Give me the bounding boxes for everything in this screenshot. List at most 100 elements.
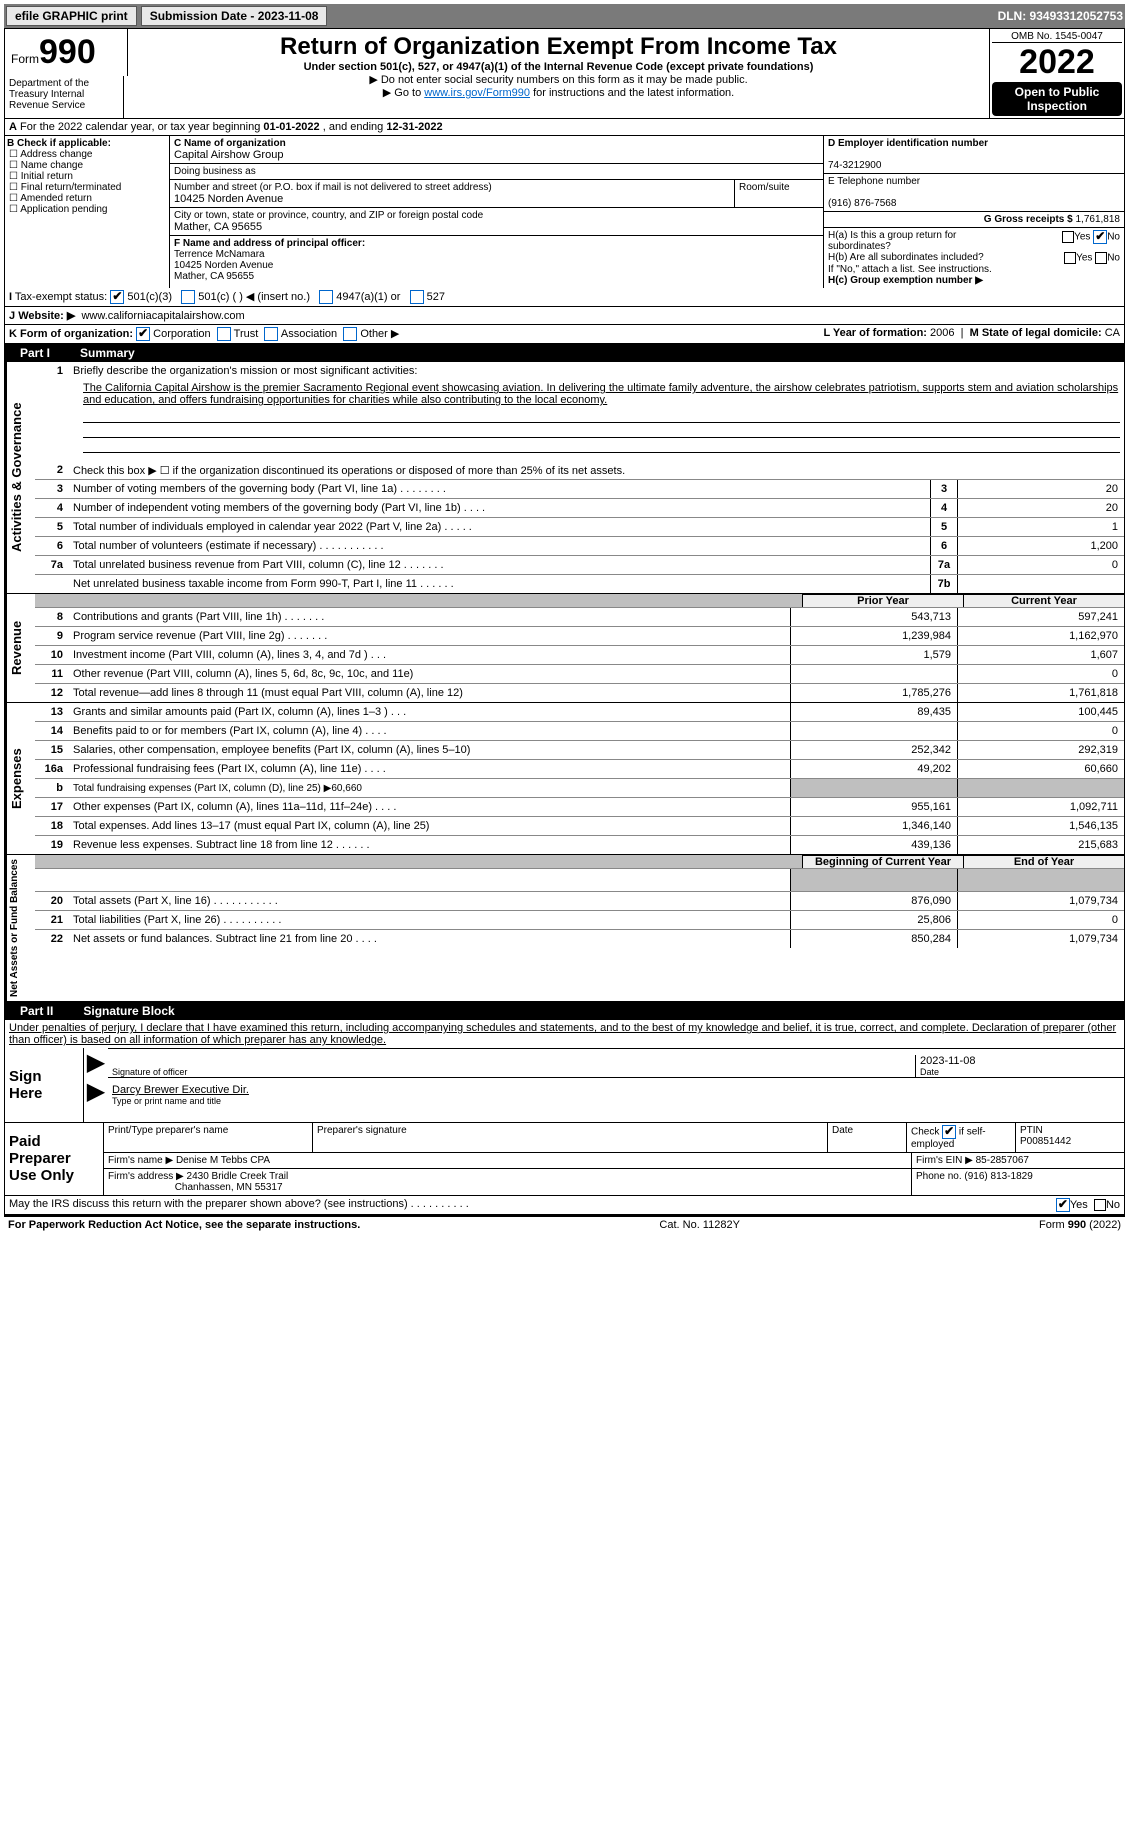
state-domicile: CA (1105, 327, 1120, 339)
chk-other[interactable] (343, 327, 357, 341)
chk-initial-return[interactable]: ☐ Initial return (7, 171, 167, 182)
group-return-box: H(a) Is this a group return for subordin… (824, 228, 1124, 288)
col-right: D Employer identification number 74-3212… (823, 136, 1124, 288)
form-subtitle: Under section 501(c), 527, or 4947(a)(1)… (132, 61, 985, 73)
net-assets-group: Net Assets or Fund Balances Beginning of… (4, 855, 1125, 1002)
paperwork-notice: For Paperwork Reduction Act Notice, see … (8, 1219, 360, 1231)
form-org-row: K Form of organization: Corporation Trus… (4, 325, 1125, 344)
omb-label: OMB No. 1545-0047 (992, 31, 1122, 43)
activities-governance-group: Activities & Governance 1Briefly describ… (4, 362, 1125, 594)
chk-address-change[interactable]: ☐ Address change (7, 149, 167, 160)
col-b-checkboxes: B Check if applicable: ☐ Address change … (5, 136, 170, 288)
tax-year: 2022 (992, 43, 1122, 82)
org-name: Capital Airshow Group (174, 149, 283, 161)
chk-name-change[interactable]: ☐ Name change (7, 160, 167, 171)
gross-receipts-value: 1,761,818 (1076, 214, 1121, 225)
firm-addr-1: 2430 Bridle Creek Trail (187, 1171, 289, 1182)
vlabel-expenses: Expenses (5, 703, 35, 854)
chk-trust[interactable] (217, 327, 231, 341)
irs-link[interactable]: www.irs.gov/Form990 (424, 87, 530, 99)
dba-box: Doing business as (170, 164, 823, 180)
form-header: Form990 Department of the Treasury Inter… (4, 28, 1125, 119)
blank-line (83, 408, 1120, 423)
phone-box: E Telephone number (916) 876-7568 (824, 174, 1124, 212)
submission-date-badge: Submission Date - 2023-11-08 (141, 6, 328, 26)
chk-self-employed[interactable] (942, 1125, 956, 1139)
tax-exempt-status-row: I Tax-exempt status: 501(c)(3) 501(c) ( … (4, 288, 1125, 307)
dept-box: Department of the Treasury Internal Reve… (5, 76, 124, 118)
v7b (958, 575, 1124, 593)
sig-date: 2023-11-08 (920, 1055, 975, 1067)
ha-yes-checkbox[interactable] (1062, 231, 1074, 243)
preparer-phone: (916) 813-1829 (964, 1171, 1032, 1182)
mission-text: The California Capital Airshow is the pr… (35, 380, 1124, 408)
ptin-value: P00851442 (1020, 1136, 1071, 1147)
form-number-box: Form990 (5, 29, 128, 76)
open-to-public: Open to Public Inspection (992, 82, 1122, 116)
perjury-declaration: Under penalties of perjury, I declare th… (5, 1020, 1124, 1048)
chk-discuss-yes[interactable] (1056, 1198, 1070, 1212)
sign-here-label: Sign Here (5, 1048, 83, 1122)
chk-application-pending[interactable]: ☐ Application pending (7, 204, 167, 215)
firm-ein: 85-2857067 (976, 1155, 1029, 1166)
chk-amended-return[interactable]: ☐ Amended return (7, 193, 167, 204)
cat-no: Cat. No. 11282Y (659, 1219, 740, 1231)
discuss-row: May the IRS discuss this return with the… (5, 1195, 1124, 1214)
v4: 20 (958, 499, 1124, 517)
paid-preparer-table: Paid Preparer Use Only Print/Type prepar… (5, 1122, 1124, 1195)
chk-association[interactable] (264, 327, 278, 341)
street-box: Number and street (or P.O. box if mail i… (170, 180, 734, 208)
dln-label: DLN: 93493312052753 (998, 9, 1123, 23)
phone-value: (916) 876-7568 (828, 198, 896, 209)
col-c: C Name of organization Capital Airshow G… (170, 136, 823, 288)
v3: 20 (958, 480, 1124, 498)
v7a: 0 (958, 556, 1124, 574)
revenue-group: Revenue Prior YearCurrent Year 8Contribu… (4, 594, 1125, 703)
ein-box: D Employer identification number 74-3212… (824, 136, 1124, 174)
chk-4947[interactable] (319, 290, 333, 304)
chk-501c3[interactable] (110, 290, 124, 304)
vlabel-revenue: Revenue (5, 594, 35, 702)
paid-preparer-label: Paid Preparer Use Only (5, 1123, 103, 1195)
room-suite-box: Room/suite (734, 180, 823, 208)
org-name-box: C Name of organization Capital Airshow G… (170, 136, 823, 164)
signature-block: Under penalties of perjury, I declare th… (4, 1020, 1125, 1215)
hb-yes-checkbox[interactable] (1064, 252, 1076, 264)
hb-no-checkbox[interactable] (1095, 252, 1107, 264)
title-box: Return of Organization Exempt From Incom… (128, 29, 990, 118)
note-2: ▶ Go to www.irs.gov/Form990 for instruct… (132, 86, 985, 99)
blank-line (83, 423, 1120, 438)
chk-final-return[interactable]: ☐ Final return/terminated (7, 182, 167, 193)
efile-print-button[interactable]: efile GRAPHIC print (6, 6, 137, 26)
expenses-group: Expenses 13Grants and similar amounts pa… (4, 703, 1125, 855)
ha-no-checkbox[interactable] (1093, 230, 1107, 244)
page-footer: For Paperwork Reduction Act Notice, see … (4, 1215, 1125, 1233)
top-toolbar: efile GRAPHIC print Submission Date - 20… (4, 4, 1125, 28)
sign-caret-icon: ▶▶ (83, 1048, 108, 1122)
officer-box: F Name and address of principal officer:… (170, 236, 823, 284)
chk-corporation[interactable] (136, 327, 150, 341)
blank-line (83, 438, 1120, 453)
year-formation: 2006 (930, 327, 954, 339)
part-2-header: Part II Signature Block (4, 1002, 1125, 1020)
chk-discuss-no[interactable] (1094, 1199, 1106, 1211)
chk-501c[interactable] (181, 290, 195, 304)
officer-name-title: Darcy Brewer Executive Dir. (112, 1084, 249, 1096)
vlabel-net-assets: Net Assets or Fund Balances (5, 855, 35, 1001)
firm-addr-2: Chanhassen, MN 55317 (175, 1182, 283, 1193)
officer-name: Terrence McNamara (174, 249, 265, 260)
section-a: A For the 2022 calendar year, or tax yea… (4, 119, 1125, 136)
firm-name: Denise M Tebbs CPA (176, 1155, 270, 1166)
website-row: J Website: ▶ www.californiacapitalairsho… (4, 307, 1125, 325)
website-value: www.californiacapitalairshow.com (81, 310, 244, 322)
ein-value: 74-3212900 (828, 160, 881, 171)
vlabel-activities: Activities & Governance (5, 362, 35, 593)
year-box: OMB No. 1545-0047 2022 Open to Public In… (990, 29, 1124, 118)
city-box: City or town, state or province, country… (170, 208, 823, 236)
note-1: ▶ Do not enter social security numbers o… (132, 73, 985, 86)
v5: 1 (958, 518, 1124, 536)
entity-info-grid: B Check if applicable: ☐ Address change … (4, 136, 1125, 288)
part-1-header: Part I Summary (4, 344, 1125, 362)
chk-527[interactable] (410, 290, 424, 304)
form-title: Return of Organization Exempt From Incom… (132, 33, 985, 61)
